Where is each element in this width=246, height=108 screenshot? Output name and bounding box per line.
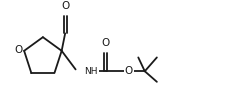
Text: NH: NH xyxy=(84,67,98,76)
Text: O: O xyxy=(125,66,133,76)
Text: O: O xyxy=(14,45,22,55)
Text: O: O xyxy=(61,1,69,11)
Text: O: O xyxy=(102,38,110,48)
